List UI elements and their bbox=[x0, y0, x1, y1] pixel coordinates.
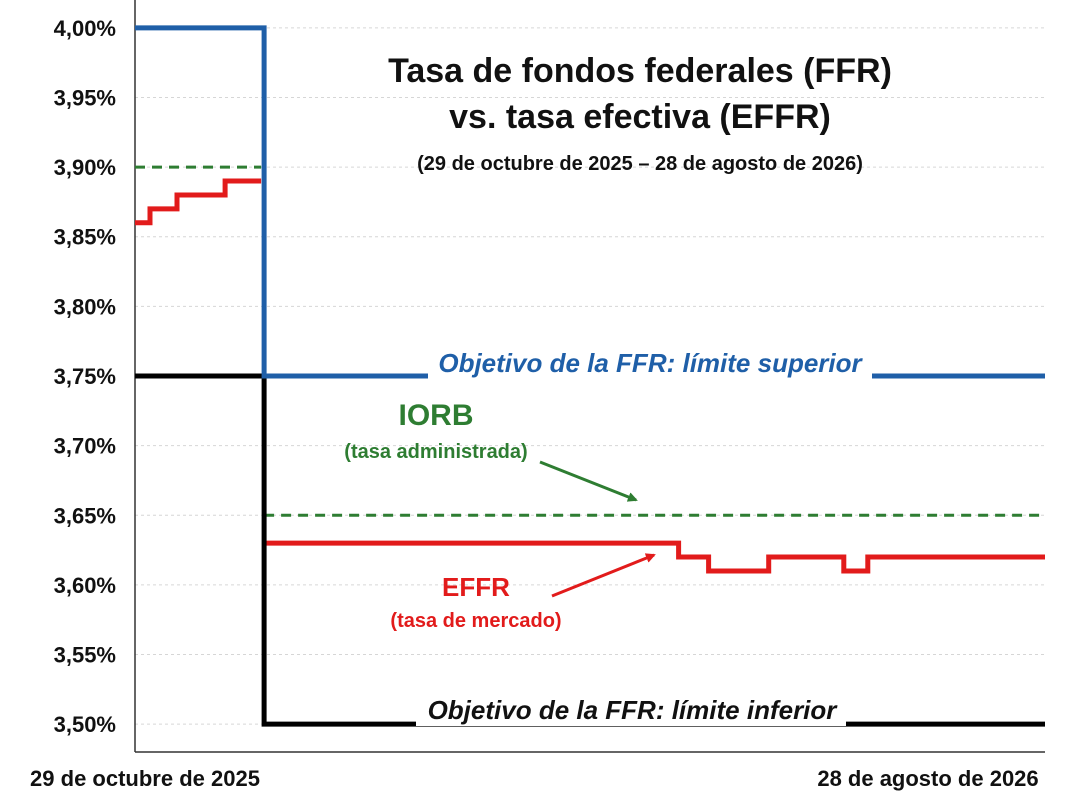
upper-label-bg bbox=[428, 346, 872, 380]
iorb-label: IORB bbox=[399, 399, 474, 432]
chart-title-line2: vs. tasa efectiva (EFFR) bbox=[449, 98, 831, 136]
iorb-sublabel: (tasa administrada) bbox=[344, 441, 527, 463]
y-axis-ticks: 3,50% 3,55% 3,60% 3,65% 3,70% 3,75% 3,80% 3,85%… bbox=[54, 16, 116, 737]
effr-label: EFFR bbox=[442, 572, 510, 602]
upper-label: Objetivo de la FFR: límite superior bbox=[438, 348, 863, 378]
chart-title: Tasa de fondos federales (FFR) bbox=[388, 52, 892, 90]
lower-label-bg bbox=[416, 692, 846, 726]
y-tick-label: 3,55% bbox=[54, 643, 116, 668]
series-lower-line bbox=[135, 373, 1045, 727]
series-effr-line bbox=[264, 540, 1045, 574]
y-tick-label: 3,65% bbox=[54, 503, 116, 528]
chart-subtitle: (29 de octubre de 2025 – 28 de agosto de… bbox=[417, 153, 863, 175]
iorb-arrow bbox=[539, 460, 638, 502]
x-end-label: 28 de agosto de 2026 bbox=[817, 766, 1038, 791]
series-effr-line bbox=[135, 178, 262, 226]
y-tick-label: 3,90% bbox=[54, 155, 116, 180]
y-tick-label: 3,60% bbox=[54, 573, 116, 598]
lower-label: Objetivo de la FFR: límite inferior bbox=[428, 695, 839, 725]
y-tick-label: 4,00% bbox=[54, 16, 116, 41]
y-tick-label: 3,80% bbox=[54, 294, 116, 319]
effr-sublabel: (tasa de mercado) bbox=[390, 610, 561, 632]
y-tick-label: 3,75% bbox=[54, 364, 116, 389]
y-tick-label: 3,85% bbox=[54, 225, 116, 250]
y-tick-label: 3,70% bbox=[54, 434, 116, 459]
y-tick-label: 3,95% bbox=[54, 85, 116, 110]
effr-arrow bbox=[551, 553, 656, 598]
x-start-label: 29 de octubre de 2025 bbox=[30, 766, 260, 791]
y-tick-label: 3,50% bbox=[54, 712, 116, 737]
